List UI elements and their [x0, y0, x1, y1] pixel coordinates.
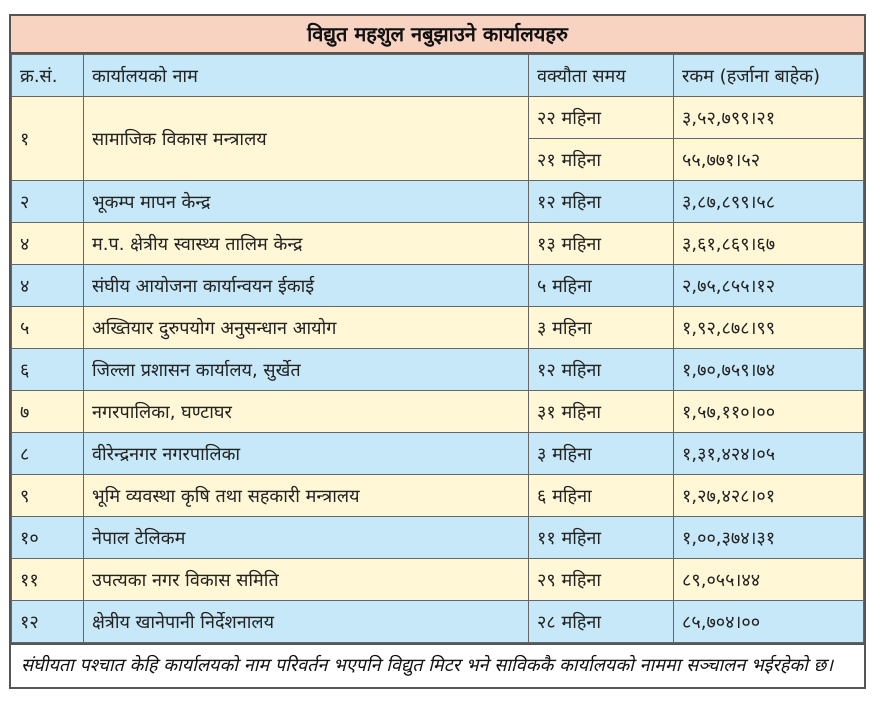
cell-period: ५ महिना — [528, 264, 674, 307]
cell-name: वीरेन्द्रनगर नगरपालिका — [83, 432, 529, 475]
cell-period: २१ महिना — [528, 138, 674, 181]
table-row: २१ महिना ५५,७७१।५२ — [12, 138, 864, 181]
cell-period: ६ महिना — [528, 474, 674, 517]
cell-sn: ७ — [11, 390, 84, 433]
cell-amount: १,७०,७५९।७४ — [673, 348, 864, 391]
header-row: क्र.सं. कार्यालयको नाम वक्यौता समय रकम (… — [11, 54, 864, 97]
cell-sn: ६ — [11, 348, 84, 391]
cell-amount: ५५,७७१।५२ — [673, 138, 864, 181]
offices-table-box: विद्युत महशुल नबुझाउने कार्यालयहरु क्र.स… — [9, 14, 866, 689]
table-row: १० नेपाल टेलिकम ११ महिना १,००,३७४।३१ — [11, 516, 864, 559]
cell-period: ३१ महिना — [528, 390, 674, 433]
cell-sn: १० — [11, 516, 84, 559]
cell-sn: ९ — [11, 474, 84, 517]
cell-name: क्षेत्रीय खानेपानी निर्देशनालय — [83, 600, 529, 643]
cell-name: अख्तियार दुरुपयोग अनुसन्धान आयोग — [83, 306, 529, 349]
table-row: ७ नगरपालिका, घण्टाघर ३१ महिना १,५७,११०।०० — [11, 390, 864, 433]
cell-name: म.प. क्षेत्रीय स्वास्थ्य तालिम केन्द्र — [83, 222, 529, 265]
cell-amount: १,२७,४२८।०१ — [673, 474, 864, 517]
table-row: ९ भूमि व्यवस्था कृषि तथा सहकारी मन्त्रालय… — [11, 474, 864, 517]
cell-amount: १,३१,४२४।०५ — [673, 432, 864, 475]
cell-amount: ८५,७०४।०० — [673, 600, 864, 643]
table-row: २ भूकम्प मापन केन्द्र १२ महिना ३,८७,८९९।५८ — [11, 180, 864, 223]
cell-name: संघीय आयोजना कार्यान्वयन ईकाई — [83, 264, 529, 307]
cell-period: २८ महिना — [528, 600, 674, 643]
cell-sn: ५ — [11, 306, 84, 349]
table-row: ५ अख्तियार दुरुपयोग अनुसन्धान आयोग ३ महिना… — [11, 306, 864, 349]
cell-sn: २ — [11, 180, 84, 223]
cell-amount: १,५७,११०।०० — [673, 390, 864, 433]
cell-sn: ४ — [11, 222, 84, 265]
table-row: ६ जिल्ला प्रशासन कार्यालय, सुर्खेत १२ महिन… — [11, 348, 864, 391]
table-row: ४ म.प. क्षेत्रीय स्वास्थ्य तालिम केन्द्र १… — [11, 222, 864, 265]
cell-amount: ३,६१,८६९।६७ — [673, 222, 864, 265]
table-row: ८ वीरेन्द्रनगर नगरपालिका ३ महिना १,३१,४२४।०… — [11, 432, 864, 475]
cell-amount: १,००,३७४।३१ — [673, 516, 864, 559]
header-period: वक्यौता समय — [528, 54, 674, 97]
cell-amount: ८९,०५५।४४ — [673, 558, 864, 601]
cell-name: भूमि व्यवस्था कृषि तथा सहकारी मन्त्रालय — [83, 474, 529, 517]
cell-name: जिल्ला प्रशासन कार्यालय, सुर्खेत — [83, 348, 529, 391]
cell-amount: २,७५,८५५।१२ — [673, 264, 864, 307]
cell-amount: १,९२,८७८।९९ — [673, 306, 864, 349]
cell-sn: ४ — [11, 264, 84, 307]
table-row: १२ क्षेत्रीय खानेपानी निर्देशनालय २८ महिना… — [11, 600, 864, 643]
cell-period: ११ महिना — [528, 516, 674, 559]
cell-period: १२ महिना — [528, 348, 674, 391]
header-amount: रकम (हर्जाना बाहेक) — [673, 54, 864, 97]
footnote: संघीयता पश्चात केहि कार्यालयको नाम परिवर… — [11, 643, 864, 687]
cell-sn: १२ — [11, 600, 84, 643]
table-row: ४ संघीय आयोजना कार्यान्वयन ईकाई ५ महिना २,७… — [11, 264, 864, 307]
header-name: कार्यालयको नाम — [83, 54, 529, 97]
cell-amount: ३,८७,८९९।५८ — [673, 180, 864, 223]
cell-sn: १ — [11, 96, 84, 181]
table-title: विद्युत महशुल नबुझाउने कार्यालयहरु — [11, 16, 864, 54]
cell-name: उपत्यका नगर विकास समिति — [83, 558, 529, 601]
table-row: १ सामाजिक विकास मन्त्रालय २२ महिना ३,५२,… — [11, 96, 864, 181]
header-sn: क्र.सं. — [11, 54, 84, 97]
cell-name: सामाजिक विकास मन्त्रालय — [83, 96, 529, 181]
cell-name: नेपाल टेलिकम — [83, 516, 529, 559]
cell-sn: ८ — [11, 432, 84, 475]
cell-period: ३ महिना — [528, 306, 674, 349]
cell-amount: ३,५२,७९९।२१ — [673, 96, 864, 139]
cell-sn: ११ — [11, 558, 84, 601]
cell-name: भूकम्प मापन केन्द्र — [83, 180, 529, 223]
offices-table: क्र.सं. कार्यालयको नाम वक्यौता समय रकम (… — [11, 54, 864, 643]
cell-period: १२ महिना — [528, 180, 674, 223]
cell-period: १३ महिना — [528, 222, 674, 265]
cell-period: २२ महिना — [528, 96, 674, 139]
table-row: ११ उपत्यका नगर विकास समिति २९ महिना ८९,०५५।… — [11, 558, 864, 601]
cell-period: २९ महिना — [528, 558, 674, 601]
cell-name: नगरपालिका, घण्टाघर — [83, 390, 529, 433]
cell-period: ३ महिना — [528, 432, 674, 475]
